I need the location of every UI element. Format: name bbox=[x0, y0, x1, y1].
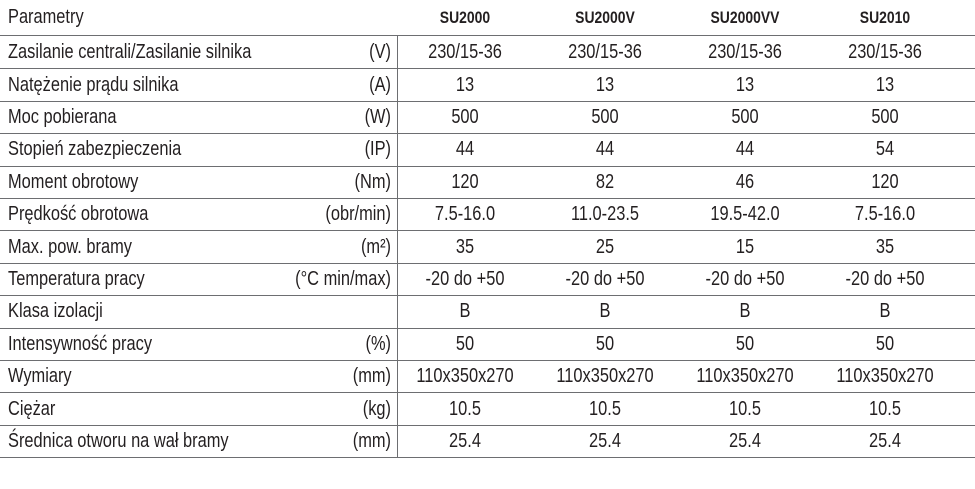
cell-value: 500 bbox=[871, 106, 899, 128]
model-name: SU2010 bbox=[859, 8, 911, 27]
cell-value: 110x350x270 bbox=[416, 365, 514, 388]
cell-value: 35 bbox=[455, 235, 475, 258]
row-unit: (obr/min) bbox=[325, 203, 391, 226]
row-label: Klasa izolacji bbox=[8, 300, 103, 323]
row-line bbox=[0, 425, 975, 426]
cell-value: 25.4 bbox=[869, 430, 901, 452]
row-label: Natężenie prądu silnika bbox=[8, 73, 179, 96]
row-label: Ciężar bbox=[8, 397, 56, 420]
cell-value: -20 do +50 bbox=[565, 268, 645, 290]
cell-value: B bbox=[599, 300, 611, 323]
cell-value: 120 bbox=[451, 170, 479, 193]
row-line bbox=[0, 392, 975, 393]
row-line bbox=[0, 295, 975, 296]
row-unit: (m²) bbox=[360, 235, 391, 258]
row-unit: (IP) bbox=[364, 138, 391, 161]
row-label: Zasilanie centrali/Zasilanie silnika bbox=[8, 41, 252, 64]
row-line bbox=[0, 101, 975, 102]
row-line bbox=[0, 457, 975, 458]
cell-value: 500 bbox=[591, 106, 619, 128]
cell-value: 44 bbox=[595, 138, 615, 161]
row-unit: (°C min/max) bbox=[295, 268, 391, 290]
row-unit: (A) bbox=[369, 73, 391, 96]
cell-value: 50 bbox=[595, 332, 615, 355]
row-label: Moment obrotowy bbox=[8, 170, 139, 193]
cell-value: 7.5-16.0 bbox=[434, 203, 496, 226]
row-label: Stopień zabezpieczenia bbox=[8, 138, 182, 161]
cell-value: -20 do +50 bbox=[845, 268, 925, 290]
cell-value: 15 bbox=[735, 235, 755, 258]
cell-value: 13 bbox=[595, 73, 615, 96]
row-unit: (kg) bbox=[362, 397, 391, 420]
cell-value: -20 do +50 bbox=[705, 268, 785, 290]
row-line bbox=[0, 133, 975, 134]
row-label: Moc pobierana bbox=[8, 106, 117, 128]
cell-value: 10.5 bbox=[869, 397, 901, 420]
row-line bbox=[0, 198, 975, 199]
cell-value: 35 bbox=[875, 235, 895, 258]
cell-value: 110x350x270 bbox=[836, 365, 934, 388]
row-unit: (W) bbox=[364, 106, 391, 128]
cell-value: B bbox=[879, 300, 891, 323]
header-title: Parametry bbox=[8, 6, 84, 28]
cell-value: 25.4 bbox=[729, 430, 761, 452]
model-name: SU2000V bbox=[575, 8, 635, 27]
cell-value: 46 bbox=[735, 170, 755, 193]
cell-value: 82 bbox=[595, 170, 615, 193]
row-line bbox=[0, 35, 975, 36]
cell-value: 25.4 bbox=[589, 430, 621, 452]
row-line bbox=[0, 328, 975, 329]
model-name: SU2000 bbox=[439, 8, 491, 27]
row-unit: (mm) bbox=[352, 365, 391, 388]
row-line bbox=[0, 263, 975, 264]
cell-value: 10.5 bbox=[449, 397, 481, 420]
row-line bbox=[0, 230, 975, 231]
row-label: Prędkość obrotowa bbox=[8, 203, 149, 226]
cell-value: 7.5-16.0 bbox=[854, 203, 916, 226]
cell-value: 110x350x270 bbox=[696, 365, 794, 388]
row-label: Średnica otworu na wał bramy bbox=[8, 430, 229, 452]
cell-value: 500 bbox=[451, 106, 479, 128]
row-line bbox=[0, 360, 975, 361]
model-name: SU2000VV bbox=[710, 8, 780, 27]
cell-value: B bbox=[739, 300, 751, 323]
cell-value: 230/15-36 bbox=[708, 41, 782, 64]
cell-value: 54 bbox=[875, 138, 895, 161]
row-unit: (%) bbox=[365, 332, 391, 355]
row-label: Wymiary bbox=[8, 365, 72, 388]
cell-value: 500 bbox=[731, 106, 759, 128]
row-label: Temperatura pracy bbox=[8, 268, 145, 290]
row-unit: (V) bbox=[369, 41, 391, 64]
cell-value: 50 bbox=[455, 332, 475, 355]
row-line bbox=[0, 166, 975, 167]
cell-value: 25.4 bbox=[449, 430, 481, 452]
cell-value: 13 bbox=[875, 73, 895, 96]
row-unit: (Nm) bbox=[354, 170, 391, 193]
cell-value: 230/15-36 bbox=[428, 41, 502, 64]
row-unit: (mm) bbox=[352, 430, 391, 452]
cell-value: 19.5-42.0 bbox=[710, 203, 780, 226]
cell-value: B bbox=[459, 300, 471, 323]
cell-value: 13 bbox=[735, 73, 755, 96]
cell-value: 10.5 bbox=[589, 397, 621, 420]
column-divider bbox=[397, 36, 398, 457]
cell-value: 50 bbox=[735, 332, 755, 355]
cell-value: 230/15-36 bbox=[568, 41, 642, 64]
cell-value: 44 bbox=[455, 138, 475, 161]
cell-value: 110x350x270 bbox=[556, 365, 654, 388]
cell-value: 25 bbox=[595, 235, 615, 258]
cell-value: 10.5 bbox=[729, 397, 761, 420]
cell-value: 120 bbox=[871, 170, 899, 193]
cell-value: 230/15-36 bbox=[848, 41, 922, 64]
cell-value: 50 bbox=[875, 332, 895, 355]
cell-value: 11.0-23.5 bbox=[570, 203, 640, 226]
row-line bbox=[0, 68, 975, 69]
cell-value: 13 bbox=[455, 73, 475, 96]
cell-value: 44 bbox=[735, 138, 755, 161]
row-label: Max. pow. bramy bbox=[8, 235, 132, 258]
cell-value: -20 do +50 bbox=[425, 268, 505, 290]
row-label: Intensywność pracy bbox=[8, 332, 153, 355]
